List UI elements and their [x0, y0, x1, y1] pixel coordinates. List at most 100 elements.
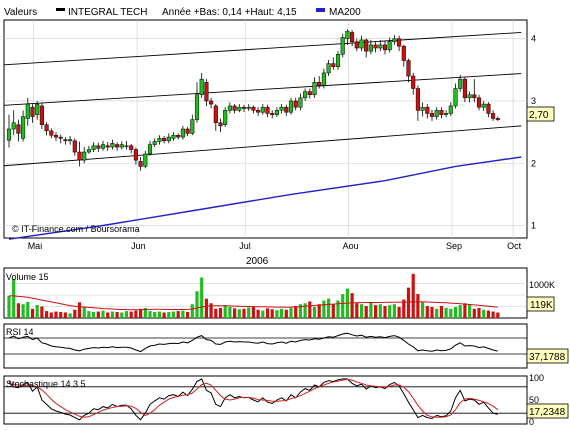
volume-bar-18 — [92, 312, 96, 318]
volume-bar-99 — [472, 308, 476, 318]
volume-bar-45 — [218, 307, 223, 318]
candle-body-96 — [458, 78, 463, 89]
candle-body-73 — [350, 32, 355, 43]
price-y-tick-1: 1 — [531, 221, 536, 231]
candle-body-42 — [204, 82, 209, 102]
candle-body-68 — [326, 63, 331, 74]
volume-bar-74 — [355, 303, 359, 318]
volume-bar-37 — [181, 310, 185, 318]
volume-bar-14 — [73, 309, 77, 318]
volume-bar-53 — [256, 309, 260, 318]
candle-body-60 — [288, 100, 294, 113]
candle-body-93 — [444, 113, 449, 115]
volume-bar-104 — [496, 312, 500, 318]
volume-bar-96 — [458, 305, 462, 318]
volume-bar-35 — [171, 311, 176, 318]
candle-body-100 — [476, 97, 482, 108]
candle-body-58 — [279, 106, 284, 111]
candle-body-47 — [227, 105, 232, 111]
candle-body-21 — [105, 145, 110, 148]
volume-bar-59 — [284, 309, 288, 318]
volume-bar-25 — [124, 311, 129, 318]
volume-bar-31 — [153, 312, 157, 318]
price-x-ticks: Mai Jun Jul Aou Sep Oct — [28, 241, 522, 251]
candle-body-11 — [58, 136, 63, 139]
volume-bar-101 — [482, 309, 486, 318]
volume-bar-66 — [317, 304, 321, 318]
stochastic-y-ticks: 100 50 0 — [529, 373, 544, 427]
credit-text: © IT-Finance.com / Boursorama — [12, 224, 140, 234]
last-price-badge-box — [526, 106, 555, 122]
volume-bar-24 — [120, 312, 124, 318]
candle-body-15 — [77, 151, 82, 161]
volume-bar-60 — [289, 307, 293, 318]
price-x-tick-Aou: Aou — [343, 241, 359, 251]
price-grid — [4, 20, 527, 238]
volume-bar-56 — [270, 309, 274, 318]
candle-body-18 — [91, 145, 96, 150]
candle-body-33 — [162, 138, 167, 142]
volume-average-line — [9, 295, 498, 311]
candle-body-67 — [321, 72, 326, 86]
candle-body-43 — [209, 100, 214, 105]
candle-body-5 — [30, 106, 35, 117]
volume-bar-11 — [59, 312, 63, 318]
price-y-tick-3: 3 — [531, 96, 536, 106]
candle-body-9 — [49, 130, 54, 136]
stochastic-y-tick-100: 100 — [529, 373, 544, 383]
candle-body-95 — [453, 88, 458, 107]
volume-bar-80 — [383, 306, 387, 318]
volume-bar-21 — [106, 312, 110, 318]
volume-bar-97 — [463, 303, 467, 318]
volume-bar-78 — [374, 305, 378, 318]
volume-bar-0 — [7, 295, 11, 318]
volume-bar-92 — [439, 306, 443, 318]
candle-body-39 — [190, 119, 195, 134]
stochastic-panel-frame — [3, 375, 528, 425]
candle-body-31 — [152, 141, 157, 145]
volume-bar-4 — [26, 301, 30, 318]
volume-bar-38 — [186, 312, 190, 318]
stochastic-badge: 17,2348 — [529, 407, 566, 418]
candle-body-24 — [119, 144, 124, 148]
volume-bar-88 — [421, 302, 425, 318]
candle-body-79 — [378, 44, 383, 49]
price-x-tick-Oct: Oct — [507, 241, 522, 251]
stochastic-y-tick-50: 50 — [529, 395, 539, 405]
price-x-tick-Mai: Mai — [28, 241, 43, 251]
volume-bar-61 — [294, 306, 298, 318]
last-price-badge: 2,70 — [529, 110, 549, 121]
volume-bar-5 — [30, 308, 35, 318]
candle-body-37 — [180, 128, 185, 138]
volume-bar-20 — [101, 310, 105, 318]
ma200-legend-label: MA200 — [329, 7, 361, 18]
volume-bar-52 — [251, 306, 255, 318]
candle-body-63 — [303, 91, 308, 99]
candle-body-62 — [298, 97, 303, 108]
volume-bar-16 — [82, 306, 86, 318]
stock-name: INTEGRAL TECH — [68, 7, 147, 18]
candle-body-61 — [293, 100, 298, 108]
ma200-line — [8, 156, 522, 240]
volume-bar-50 — [242, 308, 246, 318]
candle-body-59 — [284, 106, 289, 113]
stochastic-level-lines — [4, 386, 527, 414]
volume-bar-76 — [364, 306, 368, 318]
price-x-tick-Jul: Jul — [239, 241, 251, 251]
channel-line-1 — [3, 73, 522, 106]
price-y-ticks: 1 2 3 4 — [531, 34, 536, 231]
candle-body-14 — [72, 140, 77, 153]
candle-body-87 — [415, 88, 420, 111]
candle-body-89 — [425, 106, 430, 114]
price-y-tick-4: 4 — [531, 34, 536, 44]
stochastic-signal-line — [8, 378, 499, 418]
candle-body-74 — [354, 41, 359, 49]
volume-bar-15 — [77, 302, 82, 318]
volume-bar-22 — [110, 311, 114, 318]
candle-body-88 — [420, 106, 425, 111]
volume-bar-58 — [280, 308, 284, 318]
volume-bar-6 — [35, 305, 39, 318]
volume-scale-label: 1000K — [529, 280, 555, 290]
volume-bar-91 — [435, 308, 439, 318]
